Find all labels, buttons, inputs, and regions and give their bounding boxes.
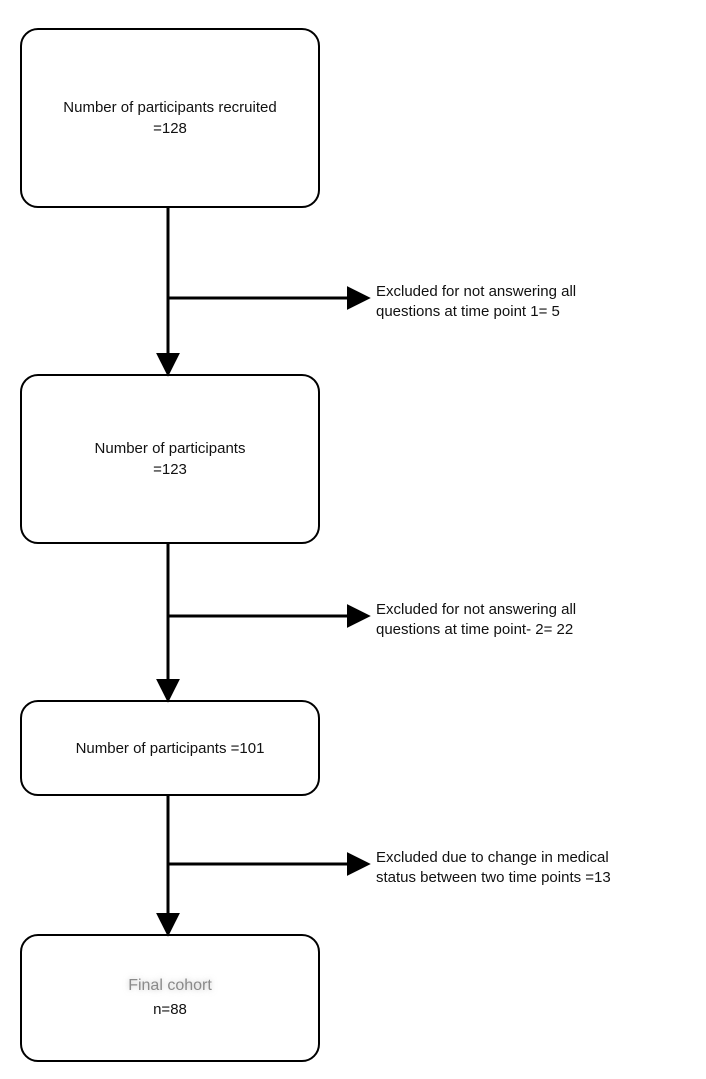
exclusion-line: Excluded for not answering all xyxy=(376,282,576,302)
flow-node-after-tp2: Number of participants =101 xyxy=(20,700,320,796)
node-value: =128 xyxy=(153,118,187,139)
flow-node-final-cohort: Final cohort n=88 xyxy=(20,934,320,1062)
exclusion-tp1: Excluded for not answering all questions… xyxy=(376,282,576,323)
node-value: =123 xyxy=(153,459,187,480)
exclusion-medical: Excluded due to change in medical status… xyxy=(376,848,611,889)
exclusion-tp2: Excluded for not answering all questions… xyxy=(376,600,576,641)
node-label: Number of participants xyxy=(95,438,246,459)
exclusion-line: questions at time point 1= 5 xyxy=(376,302,576,322)
exclusion-line: questions at time point- 2= 22 xyxy=(376,620,576,640)
exclusion-line: status between two time points =13 xyxy=(376,868,611,888)
exclusion-line: Excluded due to change in medical xyxy=(376,848,611,868)
exclusion-line: Excluded for not answering all xyxy=(376,600,576,620)
flow-node-after-tp1: Number of participants =123 xyxy=(20,374,320,544)
final-cohort-label: Final cohort xyxy=(128,977,212,995)
node-label: Number of participants recruited xyxy=(63,97,276,118)
flow-node-recruited: Number of participants recruited =128 xyxy=(20,28,320,208)
final-cohort-value: n=88 xyxy=(153,999,187,1020)
node-label: Number of participants =101 xyxy=(76,738,265,759)
